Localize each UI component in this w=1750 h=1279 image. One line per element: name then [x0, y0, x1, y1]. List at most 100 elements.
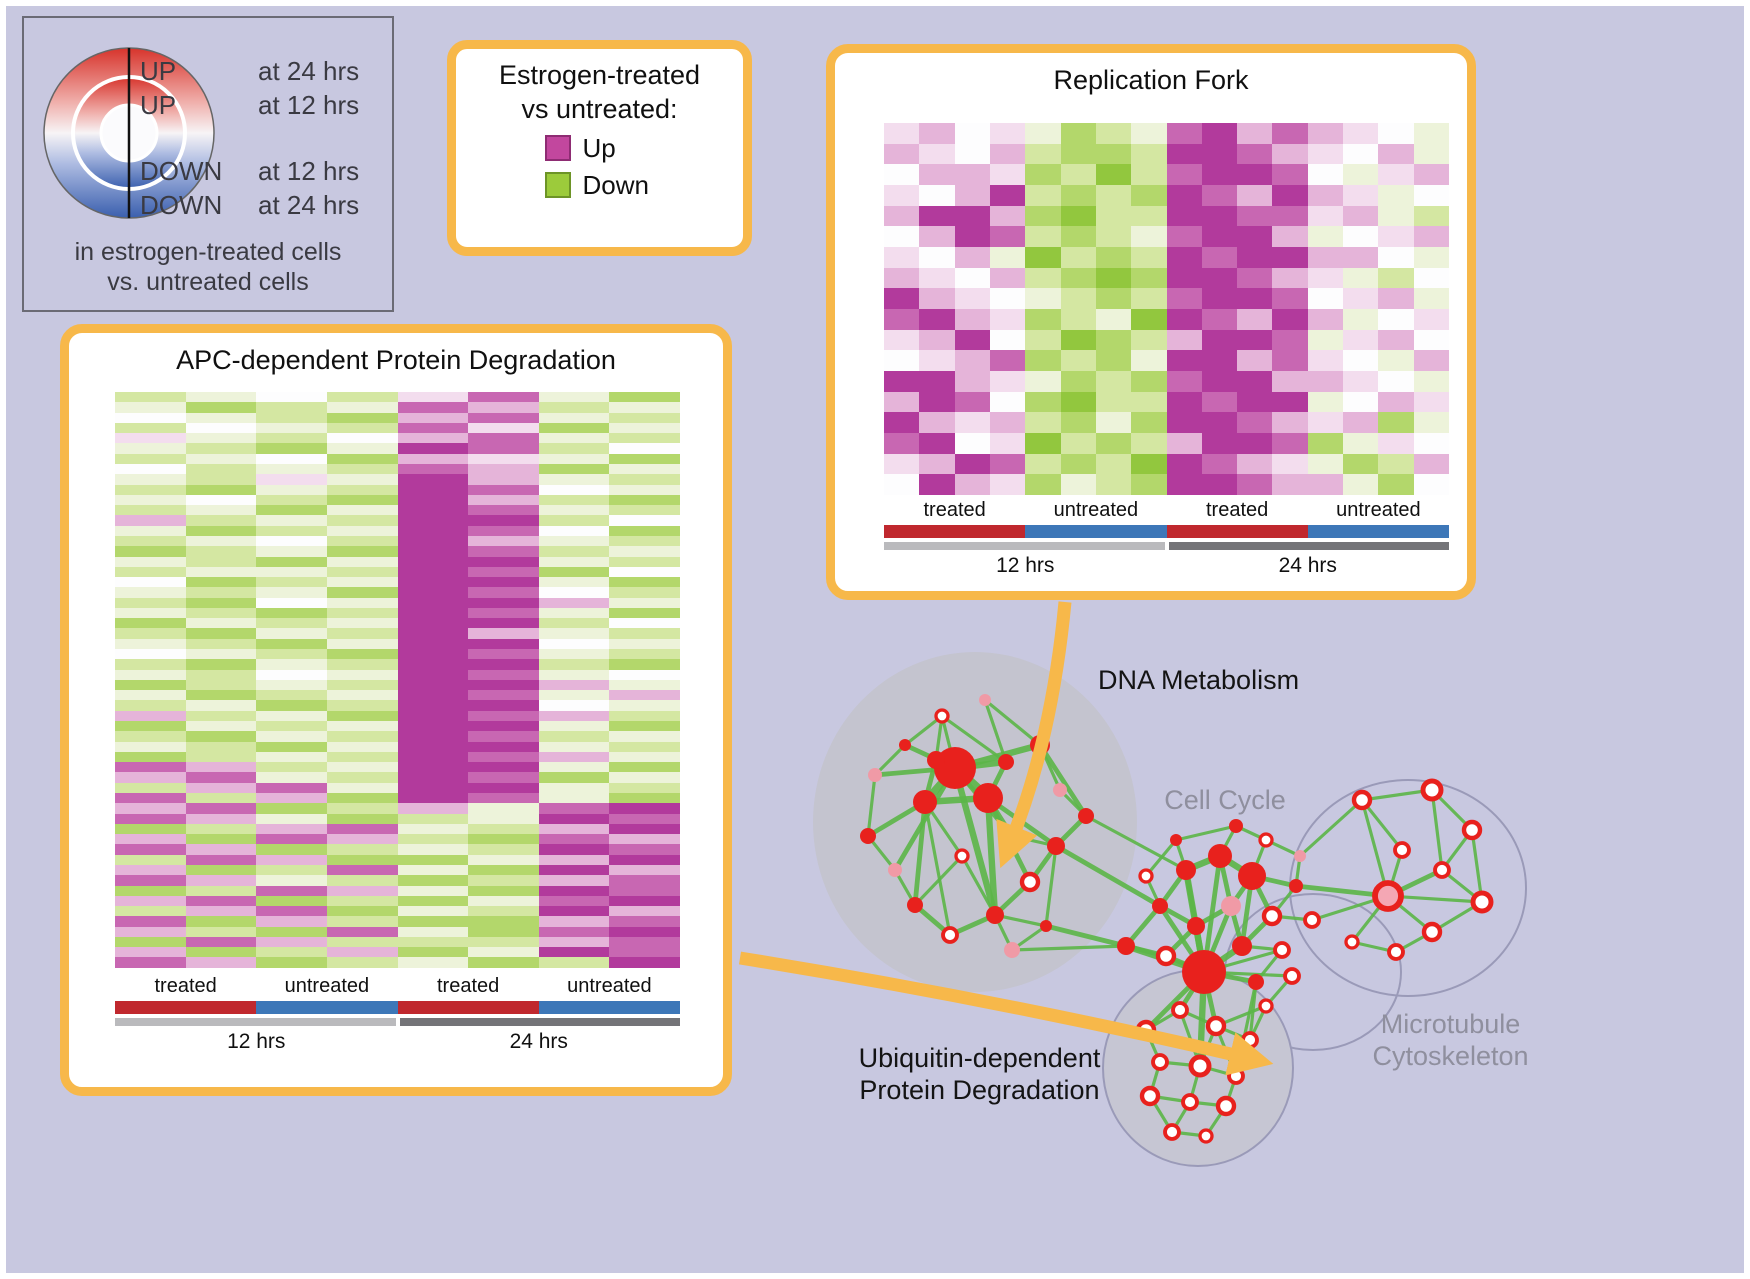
heatmap-cell [185, 422, 257, 434]
group-label: untreated [1053, 499, 1139, 521]
heatmap-cell [1378, 143, 1414, 165]
network-node [1155, 945, 1177, 967]
heatmap-cell [326, 690, 398, 701]
heatmap-cell [115, 864, 186, 876]
heatmap-cell [185, 463, 257, 475]
heatmap-cell [1237, 453, 1273, 475]
heatmap-cell [1025, 247, 1061, 268]
heatmap-cell [609, 700, 680, 711]
heatmap-cell [256, 412, 327, 423]
heatmap-cell [1095, 329, 1132, 351]
heatmap-cell [609, 751, 680, 763]
network-edge [866, 773, 877, 838]
estrogen-legend-title-line1: Estrogen-treated [498, 60, 701, 90]
up-legend-row: Up [544, 133, 655, 164]
heatmap-cell [1095, 185, 1132, 206]
heatmap-cell [609, 484, 680, 495]
heatmap-row [115, 638, 680, 650]
up-12-time: at 12 hrs [258, 90, 360, 120]
heatmap-cell [185, 782, 257, 793]
heatmap-cell [1237, 309, 1273, 330]
heatmap-cell [954, 143, 990, 165]
heatmap-cell [468, 834, 539, 845]
heatmap-cell [115, 690, 186, 701]
heatmap-cell [185, 587, 257, 598]
heatmap-cell [1378, 433, 1414, 454]
heatmap-cell [1378, 164, 1414, 186]
heatmap-cell [468, 936, 539, 948]
heatmap-cell [185, 577, 257, 588]
heatmap-cell [954, 205, 990, 227]
heatmap-cell [609, 926, 680, 937]
heatmap-cell [326, 731, 398, 742]
heatmap-cell [538, 906, 610, 917]
heatmap-row [884, 123, 1449, 144]
heatmap-cell [397, 803, 469, 814]
heatmap-row [884, 267, 1449, 289]
heatmap-cell [185, 792, 257, 804]
heatmap-cell [397, 597, 469, 608]
heatmap-cell [1272, 143, 1308, 165]
heatmap-row [115, 792, 680, 804]
estrogen-legend: Estrogen-treated vs untreated: Up Down [447, 40, 752, 256]
heatmap-row [115, 864, 680, 876]
heatmap-cell [115, 700, 186, 711]
heatmap-row [115, 597, 680, 608]
heatmap-cell [919, 143, 955, 165]
heatmap-cell [256, 443, 327, 454]
heatmap-cell [115, 936, 186, 948]
heatmap-cell [609, 813, 680, 824]
heatmap-cell [1095, 143, 1132, 165]
heatmap-cell [1307, 474, 1344, 496]
heatmap-cell [397, 947, 469, 958]
heatmap-cell [1201, 143, 1238, 165]
heatmap-cell [989, 329, 1026, 351]
heatmap-cell [538, 926, 610, 937]
heatmap-cell [1307, 205, 1344, 227]
heatmap-cell [919, 453, 955, 475]
heatmap-cell [1237, 267, 1273, 289]
heatmap-cell [1166, 433, 1202, 454]
heatmap-cell [1025, 371, 1061, 392]
heatmap-cell [538, 782, 610, 793]
heatmap-cell [1307, 185, 1344, 206]
up-24-time: at 24 hrs [258, 56, 360, 86]
heatmap-cell [1025, 205, 1061, 227]
heatmap-row [115, 525, 680, 536]
network-node [1188, 1054, 1212, 1078]
heatmap-cell [1060, 288, 1096, 310]
heatmap-cell [185, 515, 257, 526]
heatmap-cell [1343, 391, 1379, 413]
updown-caption-line1: in estrogen-treated cells [74, 238, 342, 266]
heatmap-cell [1095, 433, 1132, 454]
heatmap-cell [1272, 453, 1308, 475]
heatmap-cell [1060, 247, 1096, 268]
heatmap-cell [538, 556, 610, 567]
network-edge [1053, 843, 1163, 909]
heatmap-cell [326, 443, 398, 454]
heatmap-cell [1378, 247, 1414, 268]
heatmap-cell [256, 906, 327, 917]
updown-legend: UP at 24 hrs UP at 12 hrs DOWN at 12 hrs… [22, 16, 394, 312]
heatmap-cell [326, 721, 398, 732]
heatmap-cell [1413, 288, 1449, 310]
heatmap-cell [397, 854, 469, 865]
heatmap-cell [256, 762, 327, 773]
heatmap-cell [256, 947, 327, 958]
heatmap-cell [538, 659, 610, 670]
network-node [998, 754, 1014, 770]
heatmap-cell [1025, 267, 1061, 289]
heatmap-cell [397, 885, 469, 896]
heatmap-cell [397, 700, 469, 711]
heatmap-row [115, 474, 680, 485]
heatmap-cell [954, 391, 990, 413]
heatmap-cell [468, 566, 539, 578]
heatmap-cell [326, 453, 398, 464]
network-edge [1084, 814, 1188, 872]
heatmap-cell [1307, 412, 1344, 434]
network-node [1152, 898, 1168, 914]
heatmap-cell [538, 402, 610, 413]
heatmap-cell [397, 710, 469, 721]
heatmap-cell [468, 782, 539, 793]
heatmap-cell [1272, 433, 1308, 454]
